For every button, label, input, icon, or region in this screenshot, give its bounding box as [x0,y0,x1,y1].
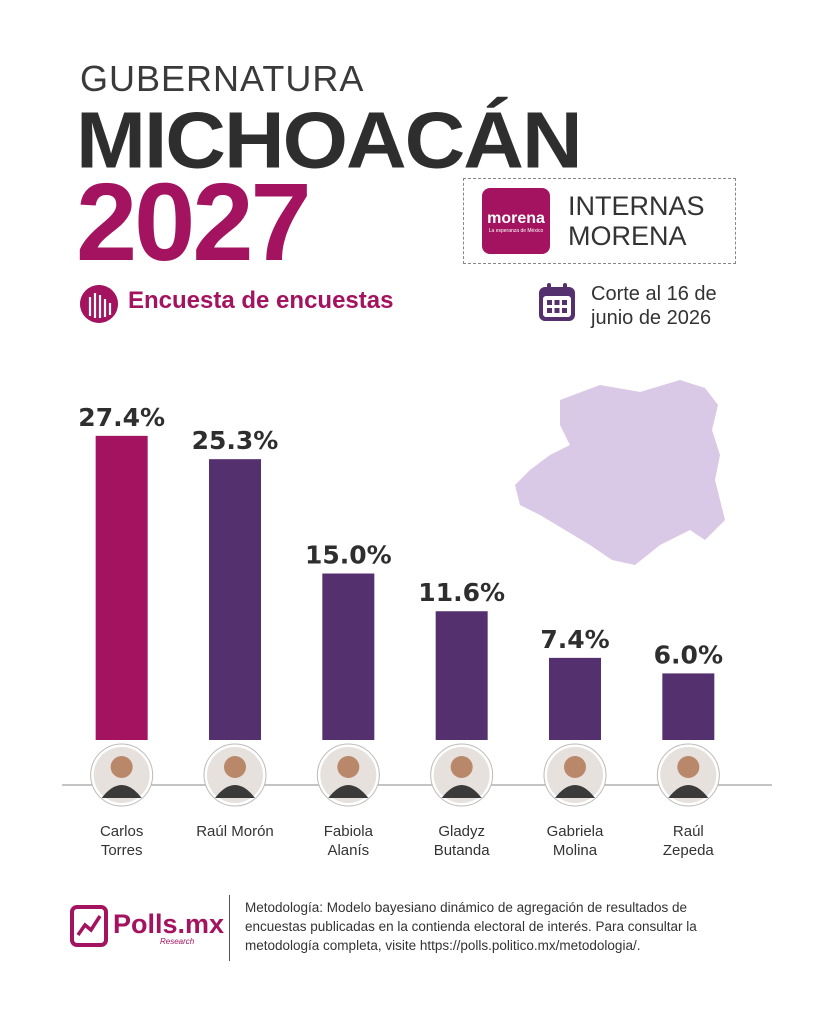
category-label: Raúl Zepeda [662,823,714,859]
value-label: 25.3% [192,426,279,455]
badge-text: INTERNAS MORENA [568,191,705,251]
poll-icon [80,285,118,323]
brand-icon [70,905,108,947]
portrait-body [555,785,595,798]
bar [662,673,715,740]
bar [209,459,261,740]
subtitle: Encuesta de encuestas [128,287,394,314]
state-title: MICHOACÁN [76,95,583,185]
value-label: 27.4% [78,403,165,432]
portrait-body [441,785,482,798]
category-label: Carlos Torres [99,823,144,859]
value-label: 7.4% [540,625,609,654]
portrait-head [450,756,473,778]
category-label: Gladyz Butanda [433,823,490,859]
brand-sub: Research [160,937,195,946]
portrait-body [668,785,709,798]
portrait-head [677,756,700,778]
portrait-body [215,785,255,798]
portrait-body [101,785,142,798]
category-label: Raúl Morón [196,823,274,840]
portrait-head [337,756,360,778]
logo-tagline: La esperanza de México [488,228,544,234]
bar [435,611,488,740]
brand: Polls.mx [113,909,225,939]
calendar-icon [539,283,575,321]
state-map [515,380,725,565]
portrait-head [564,756,586,778]
bar [549,657,601,740]
methodology: Metodología: Modelo bayesiano dinámico d… [245,900,697,953]
chart: 27.4% 25.3% 15.0% 11.6% 7.4% 6.0% [62,380,772,807]
divider [229,895,230,961]
portrait-head [224,756,246,778]
badge: morena La esperanza de México INTERNAS M… [463,178,736,264]
portrait-head [110,756,133,778]
value-label: 6.0% [654,640,723,669]
value-label: 15.0% [305,541,392,570]
bar [322,573,375,740]
year-title: 2027 [76,161,312,284]
bar [95,435,148,740]
category-label: Gabriela Molina [546,823,604,859]
portrait-body [328,785,369,798]
value-label: 11.6% [418,578,505,607]
logo-word: morena [487,210,545,227]
cutoff-date: Corte al 16 de junio de 2026 [591,283,717,329]
party-logo: morena La esperanza de México [482,188,550,254]
category-label: Fabiola Alanís [323,823,373,859]
kicker: GUBERNATURA [80,58,365,99]
